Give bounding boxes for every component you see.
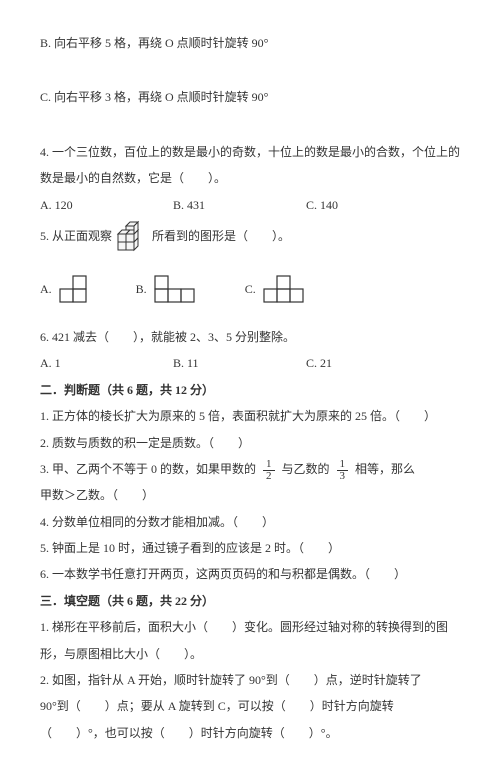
section-3-title: 三．填空题（共 6 题，共 22 分） bbox=[40, 588, 460, 614]
q5-opt-c-label: C. bbox=[245, 276, 256, 302]
q6-opt-b: B. 11 bbox=[173, 350, 303, 376]
q6-opt-a: A. 1 bbox=[40, 350, 170, 376]
q5-opt-b-label: B. bbox=[136, 276, 147, 302]
cube-icon bbox=[112, 218, 152, 254]
j4: 4. 分数单位相同的分数才能相加减。（ ） bbox=[40, 509, 460, 535]
q5-suffix: 所看到的图形是（ ）。 bbox=[152, 223, 290, 249]
f1: 1. 梯形在平移前后，面积大小（ ）变化。圆形经过轴对称的转换得到的图形，与原图… bbox=[40, 614, 460, 667]
j3-a: 3. 甲、乙两个不等于 0 的数，如果甲数的 bbox=[40, 462, 256, 476]
j3-c: 相等，那么 bbox=[355, 462, 415, 476]
q5-text: 5. 从正面观察 所看到的图形是（ ）。 bbox=[40, 218, 460, 254]
q4-opt-b: B. 431 bbox=[173, 192, 303, 218]
q5-opt-a-label: A. bbox=[40, 276, 52, 302]
q5-options: A. B. C. bbox=[40, 272, 460, 306]
q6-opt-c: C. 21 bbox=[306, 350, 436, 376]
f2a: 2. 如图，指针从 A 开始，顺时针旋转了 90°到（ ）点，逆时针旋转了 bbox=[40, 667, 460, 693]
frac-third: 13 bbox=[337, 459, 349, 482]
q4-text: 4. 一个三位数，百位上的数是最小的奇数，十位上的数是最小的合数，个位上的数是最… bbox=[40, 139, 460, 192]
j3: 3. 甲、乙两个不等于 0 的数，如果甲数的 12 与乙数的 13 相等，那么 bbox=[40, 456, 460, 482]
q5-prefix: 5. 从正面观察 bbox=[40, 223, 112, 249]
q4-opt-a: A. 120 bbox=[40, 192, 170, 218]
q4-opt-c: C. 140 bbox=[306, 192, 436, 218]
j1: 1. 正方体的棱长扩大为原来的 5 倍，表面积就扩大为原来的 25 倍。（ ） bbox=[40, 403, 460, 429]
f2c: （ ）°，也可以按（ ）时针方向旋转（ ）°。 bbox=[40, 720, 460, 746]
section-2-title: 二．判断题（共 6 题，共 12 分） bbox=[40, 377, 460, 403]
j6: 6. 一本数学书任意打开两页，这两页页码的和与积都是偶数。（ ） bbox=[40, 561, 460, 587]
option-b: B. 向右平移 5 格，再绕 O 点顺时针旋转 90° bbox=[40, 30, 460, 56]
j3-b: 与乙数的 bbox=[282, 462, 330, 476]
j2: 2. 质数与质数的积一定是质数。（ ） bbox=[40, 430, 460, 456]
shape-b-icon bbox=[151, 272, 215, 306]
q6-text: 6. 421 减去（ ），就能被 2、3、5 分别整除。 bbox=[40, 324, 460, 350]
j5: 5. 钟面上是 10 时，通过镜子看到的应该是 2 时。（ ） bbox=[40, 535, 460, 561]
j3d: 甲数＞乙数。（ ） bbox=[40, 482, 460, 508]
option-c: C. 向右平移 3 格，再绕 O 点顺时针旋转 90° bbox=[40, 84, 460, 110]
shape-c-icon bbox=[260, 272, 310, 306]
shape-a-icon bbox=[56, 272, 106, 306]
frac-half: 12 bbox=[263, 459, 275, 482]
